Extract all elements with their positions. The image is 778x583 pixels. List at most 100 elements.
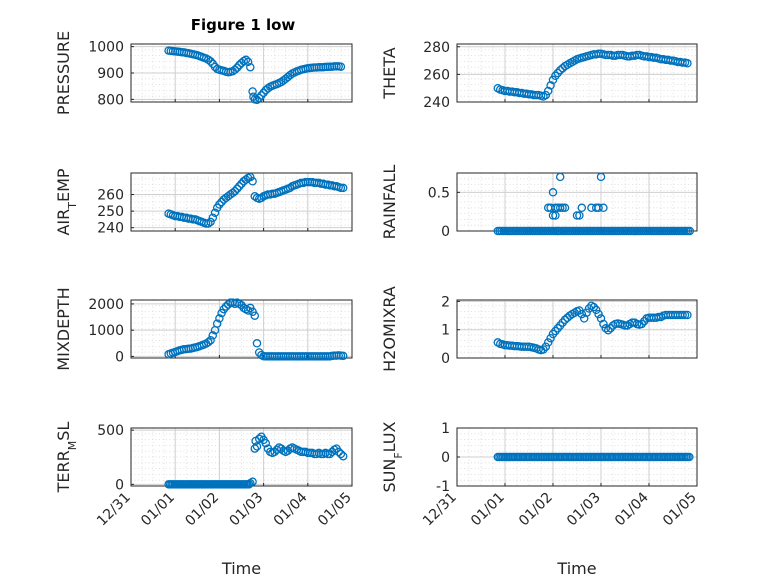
data-point: [246, 172, 255, 182]
y-tick-label: 260: [423, 67, 450, 83]
data-point: [683, 310, 692, 320]
y-tick-label: 280: [423, 40, 450, 56]
subplot-terr-msl: 0 500 12/31 01/01 01/02 01/03 01/04 01/05 Time TE…: [54, 422, 355, 578]
x-tick-label: 01/04: [271, 489, 311, 529]
data-point: [285, 183, 295, 193]
x-tick-label: 01/03: [227, 490, 267, 530]
y-axis-label: RAINFALL: [380, 165, 399, 240]
y-axis-label: SUNFLUX: [380, 421, 405, 492]
data-point: [243, 306, 253, 315]
y-tick-label: 260: [97, 188, 124, 204]
data-point: [230, 186, 240, 196]
data-point: [603, 326, 613, 335]
subplot-theta: 240 260 280 THETA: [380, 40, 698, 111]
axes-box: [130, 172, 353, 232]
data-point: [230, 65, 240, 75]
data-point: [678, 310, 687, 320]
y-tick-label: 500: [97, 423, 124, 439]
y-axis-label: MIXDEPTH: [54, 287, 73, 370]
y-axis-label: AIRTEMP: [54, 168, 79, 235]
y-tick-label: 0: [115, 477, 124, 493]
x-tick-label: 01/01: [138, 490, 178, 530]
data-point: [546, 333, 555, 343]
data-point: [560, 203, 570, 213]
data-point: [259, 88, 268, 98]
data-point: [215, 314, 224, 323]
data-point: [551, 211, 560, 220]
data-point: [577, 203, 587, 213]
data-point: [248, 87, 257, 96]
data-point: [270, 447, 279, 457]
data-point: [334, 447, 343, 457]
x-tick-label: 12/31: [94, 490, 134, 530]
data-point: [594, 203, 603, 213]
data-point: [336, 449, 346, 459]
data-point: [577, 309, 587, 319]
y-axis-label-sub: M: [66, 441, 79, 451]
data-point: [232, 63, 242, 72]
data-point: [555, 203, 565, 213]
data-point: [555, 172, 565, 182]
data-point: [285, 70, 295, 80]
data-point: [228, 188, 237, 198]
y-tick-label: 1000: [88, 40, 124, 56]
data-point: [575, 211, 584, 220]
data-point: [548, 75, 558, 85]
data-point: [206, 57, 215, 66]
y-tick-label: 1: [441, 421, 450, 437]
data-point: [252, 339, 262, 348]
y-axis-label: THETA: [380, 47, 399, 99]
axes-box: [456, 299, 698, 359]
axes-box: [456, 43, 698, 103]
data-point: [599, 203, 608, 213]
data-point: [263, 84, 273, 93]
y-axis-label: TERRMSL: [54, 422, 79, 494]
data-point: [252, 95, 262, 105]
y-tick-label: 250: [97, 204, 124, 220]
x-tick-label: 01/01: [468, 490, 508, 530]
data-point: [244, 480, 254, 489]
y-axis-label-rest: LUX: [380, 421, 399, 452]
data-point: [257, 193, 266, 203]
y-axis-label-rest: EMP: [54, 168, 73, 202]
y-tick-label: 240: [423, 95, 450, 111]
data-point: [678, 58, 687, 67]
y-tick-label: 0: [115, 349, 124, 365]
data-point: [248, 177, 257, 186]
data-point: [325, 449, 335, 459]
data-point: [336, 183, 346, 193]
data-point: [620, 321, 630, 330]
data-point: [257, 91, 266, 100]
subplot-sun-flux: -1 0 1 12/31 01/01 01/02 01/03 01/04 01/05 Time SU…: [380, 421, 700, 578]
x-tick-label: 01/03: [564, 490, 604, 530]
y-axis-label: H2OMIXRA: [380, 286, 399, 372]
y-axis-label-rest: SL: [54, 422, 73, 441]
x-tick-label: 01/05: [315, 490, 355, 530]
x-axis-label: Time: [221, 559, 261, 578]
data-point: [254, 434, 264, 444]
data-point: [555, 65, 565, 75]
data-point: [210, 208, 220, 218]
data-point: [204, 219, 213, 228]
y-tick-label: 0: [441, 351, 450, 367]
y-tick-label: 2000: [88, 297, 124, 313]
y-axis-label-main: AIR: [54, 209, 73, 236]
data-point: [338, 351, 348, 361]
x-axis-label: Time: [556, 559, 596, 578]
data-point: [594, 309, 603, 319]
data-point: [219, 304, 229, 314]
data-point: [685, 452, 694, 462]
data-point: [560, 315, 570, 325]
data-point: [212, 319, 222, 328]
subplot-rainfall: 0 0.5 RAINFALL: [380, 165, 698, 240]
y-tick-label: 900: [97, 66, 124, 82]
data-point: [235, 182, 244, 191]
data-point: [558, 203, 567, 213]
data-point: [685, 226, 695, 236]
data-point: [541, 342, 551, 351]
data-point: [599, 319, 608, 329]
data-point: [243, 57, 253, 67]
data-point: [596, 172, 606, 182]
x-tick-label: 01/04: [612, 489, 652, 529]
data-point: [206, 217, 215, 227]
